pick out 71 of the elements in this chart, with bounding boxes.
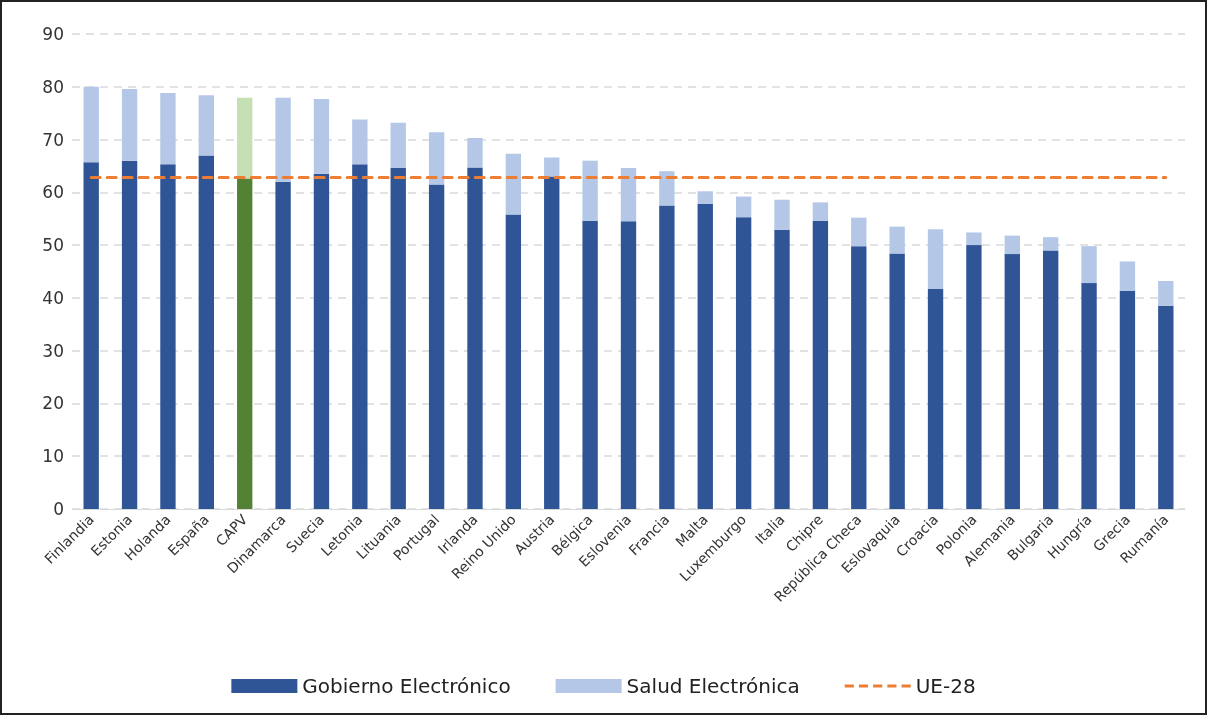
bar bbox=[659, 205, 675, 509]
y-tick-label: 10 bbox=[42, 446, 64, 467]
bar bbox=[160, 164, 176, 509]
bar bbox=[774, 199, 790, 230]
bar bbox=[237, 178, 253, 509]
bar bbox=[83, 162, 99, 509]
bar bbox=[927, 229, 944, 289]
bar bbox=[851, 217, 867, 247]
bar bbox=[390, 122, 406, 169]
y-tick-label: 20 bbox=[42, 393, 64, 414]
bar bbox=[1081, 283, 1097, 509]
bar bbox=[1004, 254, 1020, 509]
legend-label: Salud Electrónica bbox=[626, 674, 800, 698]
y-tick-label: 50 bbox=[42, 235, 64, 256]
bar bbox=[505, 153, 522, 215]
bar bbox=[1119, 261, 1136, 292]
bar bbox=[198, 95, 214, 156]
bar bbox=[428, 184, 445, 509]
bar bbox=[697, 191, 713, 204]
bar bbox=[1043, 250, 1059, 509]
bar bbox=[1158, 305, 1174, 509]
y-tick-label: 60 bbox=[42, 182, 64, 203]
legend-label: Gobierno Electrónico bbox=[302, 674, 511, 698]
bar bbox=[1158, 281, 1174, 306]
bar bbox=[428, 132, 445, 185]
bar bbox=[505, 214, 522, 509]
bar bbox=[467, 167, 483, 509]
y-tick-label: 80 bbox=[42, 76, 64, 97]
bar bbox=[659, 171, 675, 206]
bar bbox=[927, 288, 944, 509]
y-tick-label: 40 bbox=[42, 287, 64, 308]
bar bbox=[1043, 237, 1059, 251]
y-tick-label: 90 bbox=[42, 24, 64, 44]
bar bbox=[1004, 235, 1020, 255]
legend-label: UE-28 bbox=[915, 674, 976, 698]
bar bbox=[889, 253, 905, 509]
bar bbox=[812, 220, 829, 509]
bar bbox=[467, 137, 483, 168]
bar bbox=[275, 181, 291, 509]
bar bbox=[275, 97, 291, 182]
bar bbox=[966, 232, 982, 246]
bar bbox=[582, 220, 598, 509]
bar bbox=[1081, 246, 1097, 284]
bar bbox=[697, 203, 713, 509]
bar bbox=[966, 245, 982, 509]
bar bbox=[1119, 291, 1136, 509]
bar bbox=[121, 160, 138, 509]
bar bbox=[620, 168, 637, 222]
bar bbox=[160, 93, 176, 165]
bar bbox=[83, 86, 99, 163]
y-tick-label: 70 bbox=[42, 129, 64, 150]
bar bbox=[313, 98, 330, 174]
y-tick-label: 30 bbox=[42, 340, 64, 361]
bar bbox=[352, 164, 368, 509]
bar bbox=[889, 226, 905, 254]
bar bbox=[851, 246, 867, 509]
bar bbox=[735, 196, 752, 218]
y-tick-label: 0 bbox=[53, 499, 64, 519]
bar bbox=[313, 173, 330, 509]
bar bbox=[544, 157, 560, 177]
bar bbox=[121, 88, 138, 161]
bar bbox=[735, 217, 752, 509]
bar bbox=[812, 202, 829, 221]
bar bbox=[582, 160, 598, 221]
bar bbox=[774, 229, 790, 509]
bar bbox=[620, 221, 637, 509]
bar bbox=[237, 97, 253, 179]
bar bbox=[198, 155, 214, 509]
bar bbox=[544, 176, 560, 509]
bar bbox=[390, 168, 406, 509]
bar bbox=[352, 119, 368, 165]
